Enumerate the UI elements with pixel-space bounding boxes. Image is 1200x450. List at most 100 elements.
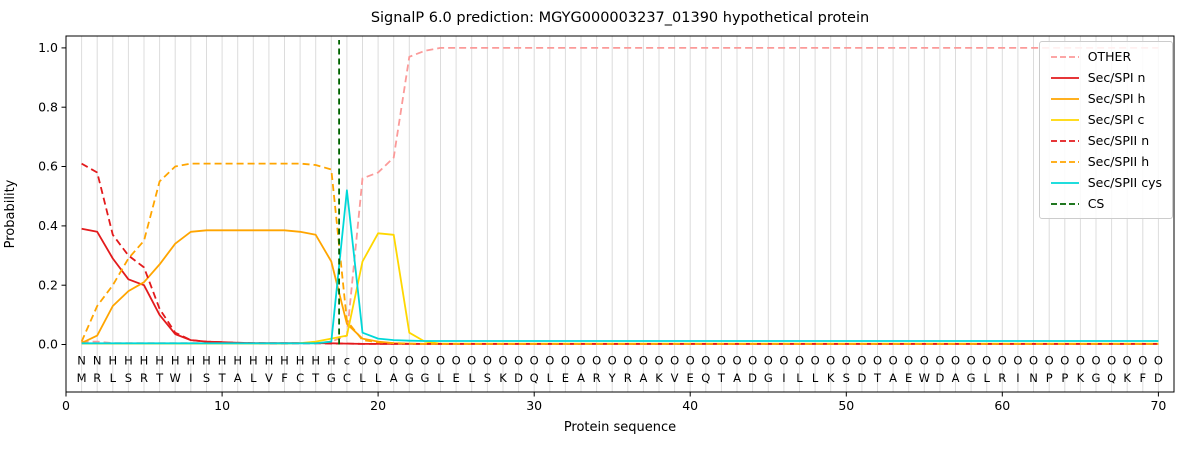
svg-text:O: O <box>1107 353 1116 367</box>
svg-text:O: O <box>1091 353 1100 367</box>
svg-text:G: G <box>764 371 773 385</box>
svg-text:O: O <box>920 353 929 367</box>
svg-text:L: L <box>359 371 366 385</box>
svg-text:O: O <box>935 353 944 367</box>
series-line-sec-spii-h <box>80 162 1159 345</box>
svg-text:K: K <box>1123 371 1131 385</box>
svg-text:H: H <box>124 353 133 367</box>
legend-item-sec-spii-n: Sec/SPII n <box>1050 132 1162 149</box>
chart-title: SignalP 6.0 prediction: MGYG000003237_01… <box>371 10 869 26</box>
svg-text:O: O <box>592 353 601 367</box>
svg-text:R: R <box>93 371 101 385</box>
svg-text:S: S <box>203 371 210 385</box>
svg-text:1.0: 1.0 <box>38 40 58 55</box>
legend-label: Sec/SPII cys <box>1087 175 1162 190</box>
svg-text:20: 20 <box>370 398 386 413</box>
svg-text:H: H <box>140 353 149 367</box>
svg-text:O: O <box>654 353 663 367</box>
svg-text:c: c <box>344 353 350 367</box>
svg-text:F: F <box>1139 371 1146 385</box>
svg-text:T: T <box>218 371 227 385</box>
svg-text:S: S <box>125 371 132 385</box>
svg-text:V: V <box>671 371 679 385</box>
legend-item-sec-spii-cys: Sec/SPII cys <box>1050 174 1162 191</box>
svg-text:O: O <box>623 353 632 367</box>
svg-text:T: T <box>873 371 882 385</box>
svg-text:O: O <box>717 353 726 367</box>
legend-item-sec-spii-h: Sec/SPII h <box>1050 153 1162 170</box>
svg-text:G: G <box>420 371 429 385</box>
svg-text:H: H <box>249 353 258 367</box>
svg-text:O: O <box>889 353 898 367</box>
svg-text:60: 60 <box>994 398 1010 413</box>
svg-text:O: O <box>811 353 820 367</box>
svg-text:C: C <box>296 371 304 385</box>
svg-text:L: L <box>547 371 554 385</box>
svg-text:L: L <box>796 371 803 385</box>
svg-text:O: O <box>873 353 882 367</box>
series-line-sec-spi-c <box>81 232 1159 345</box>
svg-text:G: G <box>967 371 976 385</box>
svg-text:H: H <box>155 353 164 367</box>
svg-text:O: O <box>701 353 710 367</box>
svg-text:L: L <box>110 371 117 385</box>
svg-text:Q: Q <box>530 371 539 385</box>
gridlines <box>81 36 1159 392</box>
svg-text:0.8: 0.8 <box>38 99 58 114</box>
svg-text:O: O <box>576 353 585 367</box>
svg-text:O: O <box>514 353 523 367</box>
svg-text:O: O <box>405 353 414 367</box>
svg-text:L: L <box>468 371 475 385</box>
svg-text:I: I <box>1016 371 1019 385</box>
svg-text:E: E <box>687 371 694 385</box>
svg-text:O: O <box>467 353 476 367</box>
svg-text:O: O <box>748 353 757 367</box>
svg-text:A: A <box>889 371 897 385</box>
svg-text:O: O <box>1154 353 1163 367</box>
svg-text:Y: Y <box>608 371 617 385</box>
series-line-other <box>81 47 1159 345</box>
svg-text:O: O <box>483 353 492 367</box>
svg-text:H: H <box>186 353 195 367</box>
y-axis-ticks: 0.0 0.2 0.4 0.6 0.8 1.0 <box>38 40 66 352</box>
svg-text:O: O <box>951 353 960 367</box>
svg-text:I: I <box>782 371 785 385</box>
svg-text:D: D <box>514 371 523 385</box>
svg-text:O: O <box>498 353 507 367</box>
svg-text:G: G <box>1092 371 1101 385</box>
svg-text:O: O <box>1045 353 1054 367</box>
x-axis-ticks: 0 10 20 30 40 50 60 70 <box>62 392 1166 413</box>
svg-text:70: 70 <box>1150 398 1166 413</box>
svg-text:Q: Q <box>1107 371 1116 385</box>
svg-text:H: H <box>218 353 227 367</box>
svg-text:O: O <box>358 353 367 367</box>
svg-text:O: O <box>982 353 991 367</box>
svg-text:O: O <box>1138 353 1147 367</box>
y-axis-label: Probability <box>3 179 18 248</box>
svg-text:0: 0 <box>62 398 70 413</box>
svg-text:O: O <box>670 353 679 367</box>
svg-text:O: O <box>608 353 617 367</box>
svg-text:L: L <box>983 371 990 385</box>
svg-text:O: O <box>389 353 398 367</box>
legend-line-sample <box>1050 55 1079 58</box>
legend-line-sample <box>1050 118 1079 121</box>
legend-line-sample <box>1050 97 1079 100</box>
legend-item-cs: CS <box>1050 195 1162 212</box>
series-line-sec-spii-cys <box>81 189 1159 345</box>
legend-line-sample <box>1050 202 1079 205</box>
svg-text:V: V <box>265 371 273 385</box>
legend-label: Sec/SPI h <box>1087 91 1146 106</box>
svg-text:O: O <box>639 353 648 367</box>
svg-text:O: O <box>764 353 773 367</box>
svg-text:O: O <box>795 353 804 367</box>
svg-text:R: R <box>998 371 1006 385</box>
svg-text:K: K <box>1077 371 1085 385</box>
svg-text:A: A <box>952 371 960 385</box>
svg-text:W: W <box>170 371 181 385</box>
svg-text:O: O <box>842 353 851 367</box>
svg-text:O: O <box>779 353 788 367</box>
legend-line-sample <box>1050 76 1079 79</box>
